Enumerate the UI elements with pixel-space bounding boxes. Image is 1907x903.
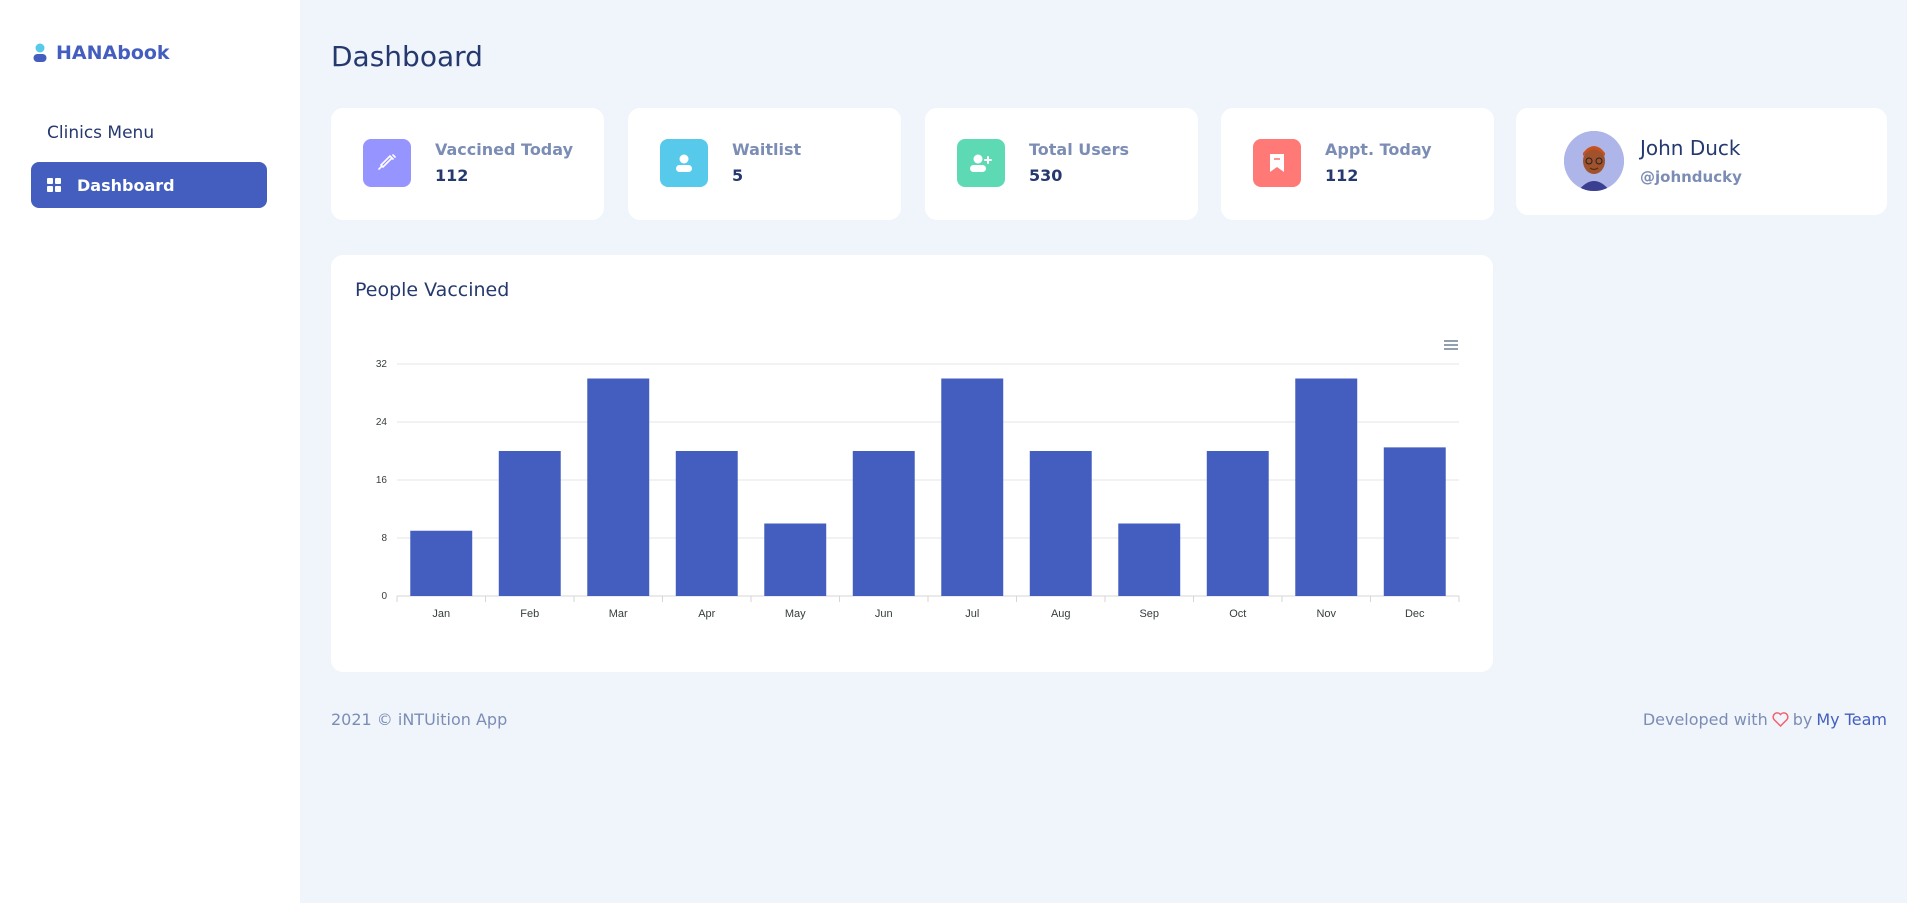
sidebar-item-label: Dashboard <box>77 175 175 195</box>
user-logo-icon <box>33 43 47 62</box>
x-tick-label: Apr <box>698 608 715 620</box>
stat-value: 112 <box>435 166 469 185</box>
profile-card[interactable]: John Duck @johnducky <box>1516 108 1887 215</box>
main-content: Dashboard Vaccined Today 112 Waitlist 5 <box>300 0 1907 903</box>
page-title: Dashboard <box>331 40 483 73</box>
x-tick-label: Sep <box>1139 608 1159 620</box>
stat-value: 112 <box>1325 166 1359 185</box>
stat-card-total-users: Total Users 530 <box>925 108 1198 220</box>
bar <box>498 451 561 596</box>
y-tick-label: 32 <box>376 359 388 370</box>
bar <box>587 378 650 596</box>
x-tick-label: Aug <box>1051 608 1071 620</box>
stat-card-appt-today: Appt. Today 112 <box>1221 108 1494 220</box>
sidebar-item-dashboard[interactable]: Dashboard <box>31 162 267 208</box>
x-tick-label: May <box>785 608 806 620</box>
chart-title: People Vaccined <box>355 279 510 301</box>
bookmark-icon <box>1270 154 1284 172</box>
profile-handle: @johnducky <box>1640 168 1742 186</box>
grid-icon <box>47 178 61 192</box>
stat-value: 530 <box>1029 166 1063 185</box>
bar <box>1295 378 1358 596</box>
profile-name: John Duck <box>1640 136 1741 160</box>
y-tick-label: 16 <box>376 475 388 486</box>
bar-chart: 0 8 16 24 32 Jan Feb Mar Apr May Jun Jul Aug Sep Oct No… <box>376 359 1460 620</box>
footer-team-link[interactable]: My Team <box>1816 710 1887 729</box>
x-tick-label: Mar <box>609 608 628 620</box>
x-tick-label: Dec <box>1405 608 1425 620</box>
syringe-icon <box>378 154 396 170</box>
stat-icon-box <box>1253 139 1301 187</box>
stat-card-vaccined-today: Vaccined Today 112 <box>331 108 604 220</box>
x-tick-label: Jan <box>432 608 450 620</box>
stat-icon-box <box>660 139 708 187</box>
x-tick-label: Oct <box>1229 608 1246 620</box>
footer-by: by <box>1792 710 1813 729</box>
heart-icon <box>1772 712 1789 727</box>
stat-value: 5 <box>732 166 744 185</box>
chart-card: People Vaccined 0 8 16 24 32 Jan Feb Mar Apr May J… <box>331 255 1493 672</box>
footer-credits: Developed with by My Team <box>1643 710 1887 729</box>
sidebar: HANAbook Clinics Menu Dashboard <box>0 0 300 903</box>
y-tick-label: 0 <box>381 591 387 602</box>
bar <box>1383 447 1446 596</box>
y-tick-label: 8 <box>381 533 387 544</box>
bar <box>410 530 473 596</box>
stat-label: Vaccined Today <box>435 140 573 159</box>
x-tick-label: Jun <box>875 608 893 620</box>
stat-icon-box <box>363 139 411 187</box>
menu-title: Clinics Menu <box>47 123 155 143</box>
bar <box>764 523 827 596</box>
footer-copyright: 2021 © iNTUition App <box>331 710 508 729</box>
y-tick-label: 24 <box>376 417 388 428</box>
brand-name: HANAbook <box>56 42 170 64</box>
avatar-image <box>1564 131 1624 191</box>
footer-prefix: Developed with <box>1642 710 1768 729</box>
x-tick-label: Jul <box>965 608 979 620</box>
bar <box>1029 451 1092 596</box>
stat-icon-box <box>957 139 1005 187</box>
x-tick-label: Feb <box>520 608 539 620</box>
stat-card-waitlist: Waitlist 5 <box>628 108 901 220</box>
brand-logo[interactable]: HANAbook <box>32 42 170 64</box>
user-plus-icon <box>970 154 992 172</box>
bar <box>675 451 738 596</box>
stat-label: Total Users <box>1029 140 1130 159</box>
bar <box>1118 523 1181 596</box>
bar <box>941 378 1004 596</box>
stat-label: Appt. Today <box>1325 140 1432 159</box>
bar <box>852 451 915 596</box>
bar <box>1206 451 1269 596</box>
x-tick-label: Nov <box>1316 608 1336 620</box>
avatar[interactable] <box>1564 131 1624 191</box>
user-icon <box>676 154 692 172</box>
stat-label: Waitlist <box>732 140 802 159</box>
hamburger-menu-icon[interactable] <box>1443 338 1459 352</box>
